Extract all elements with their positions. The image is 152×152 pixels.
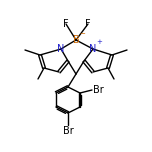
Text: N: N: [89, 44, 97, 54]
Text: B: B: [73, 35, 79, 45]
Text: −: −: [79, 31, 85, 36]
Text: N: N: [57, 44, 65, 54]
Text: F: F: [63, 19, 69, 29]
Text: +: +: [97, 40, 102, 45]
Text: F: F: [85, 19, 91, 29]
Text: Br: Br: [93, 85, 104, 95]
Text: Br: Br: [63, 126, 73, 136]
